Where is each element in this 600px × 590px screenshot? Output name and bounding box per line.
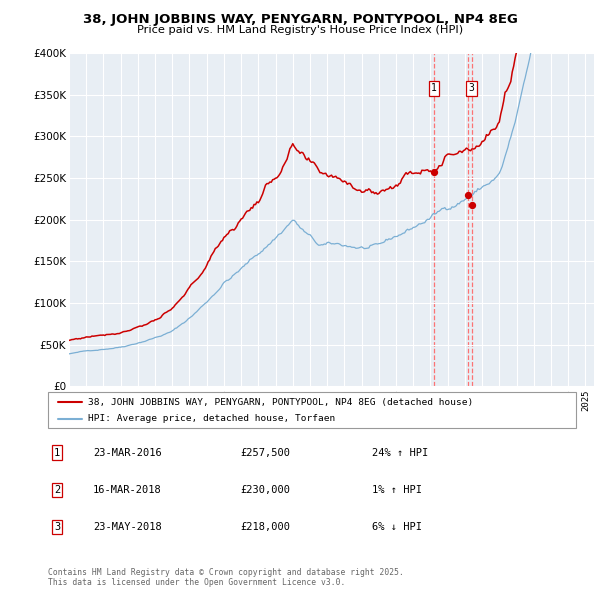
Text: 38, JOHN JOBBINS WAY, PENYGARN, PONTYPOOL, NP4 8EG: 38, JOHN JOBBINS WAY, PENYGARN, PONTYPOO…: [83, 13, 517, 26]
Text: 1: 1: [431, 83, 437, 93]
Text: £218,000: £218,000: [240, 522, 290, 532]
Text: 3: 3: [54, 522, 60, 532]
Text: 6% ↓ HPI: 6% ↓ HPI: [372, 522, 422, 532]
Text: 16-MAR-2018: 16-MAR-2018: [93, 485, 162, 494]
Text: 1% ↑ HPI: 1% ↑ HPI: [372, 485, 422, 494]
Text: 3: 3: [469, 83, 475, 93]
Point: [464, 190, 473, 199]
Text: 23-MAR-2016: 23-MAR-2016: [93, 448, 162, 457]
Text: Price paid vs. HM Land Registry's House Price Index (HPI): Price paid vs. HM Land Registry's House …: [137, 25, 463, 35]
Text: 38, JOHN JOBBINS WAY, PENYGARN, PONTYPOOL, NP4 8EG (detached house): 38, JOHN JOBBINS WAY, PENYGARN, PONTYPOO…: [88, 398, 473, 407]
Point: [429, 167, 439, 176]
Text: HPI: Average price, detached house, Torfaen: HPI: Average price, detached house, Torf…: [88, 414, 335, 424]
Text: 1: 1: [54, 448, 60, 457]
Text: Contains HM Land Registry data © Crown copyright and database right 2025.
This d: Contains HM Land Registry data © Crown c…: [48, 568, 404, 587]
Point: [467, 200, 476, 209]
Text: £257,500: £257,500: [240, 448, 290, 457]
Text: 2: 2: [54, 485, 60, 494]
Text: 23-MAY-2018: 23-MAY-2018: [93, 522, 162, 532]
Text: £230,000: £230,000: [240, 485, 290, 494]
Text: 24% ↑ HPI: 24% ↑ HPI: [372, 448, 428, 457]
